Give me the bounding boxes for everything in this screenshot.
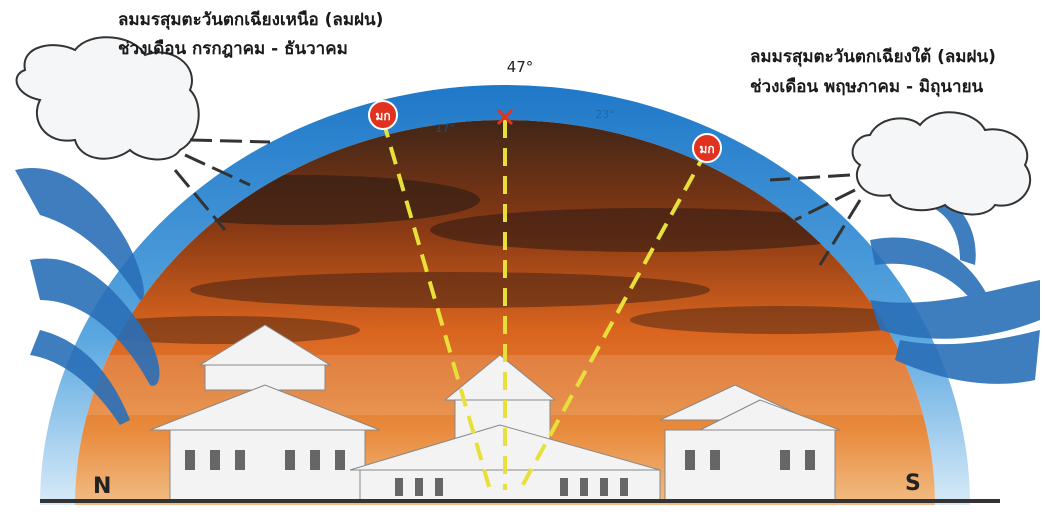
wind-months: ช่วงเดือน พฤษภาคม - มิถุนายน [750, 76, 984, 97]
wind-title: ลมมรสุมตะวันตกเฉียงเหนือ (ลมฝน) [118, 9, 383, 30]
south-label: S [905, 471, 921, 496]
north-label: N [93, 474, 111, 499]
sun-left: มก [369, 101, 397, 129]
page-body: {"labels": { "north_wind": {"line1": "ลม… [0, 0, 1045, 514]
angle-label: 47° [507, 58, 534, 76]
diagram: มก มก 47° 17° 23° ลมมรสุมตะวันตกเฉียงเหน… [0, 0, 1045, 514]
cloud-right [853, 112, 1031, 214]
sun-right: มก [693, 134, 721, 162]
wind-title: ลมมรสุมตะวันตกเฉียงใต้ (ลมฝน) [750, 46, 996, 67]
sun-label: มก [375, 109, 390, 123]
sun-label: มก [699, 142, 714, 156]
wind-months: ช่วงเดือน กรกฎาคม - ธันวาคม [118, 38, 348, 59]
angle-label: 23° [595, 108, 615, 121]
angle-label: 17° [435, 122, 455, 135]
page: Monsoon diagram html, body { margin: 0; … [0, 0, 1045, 514]
